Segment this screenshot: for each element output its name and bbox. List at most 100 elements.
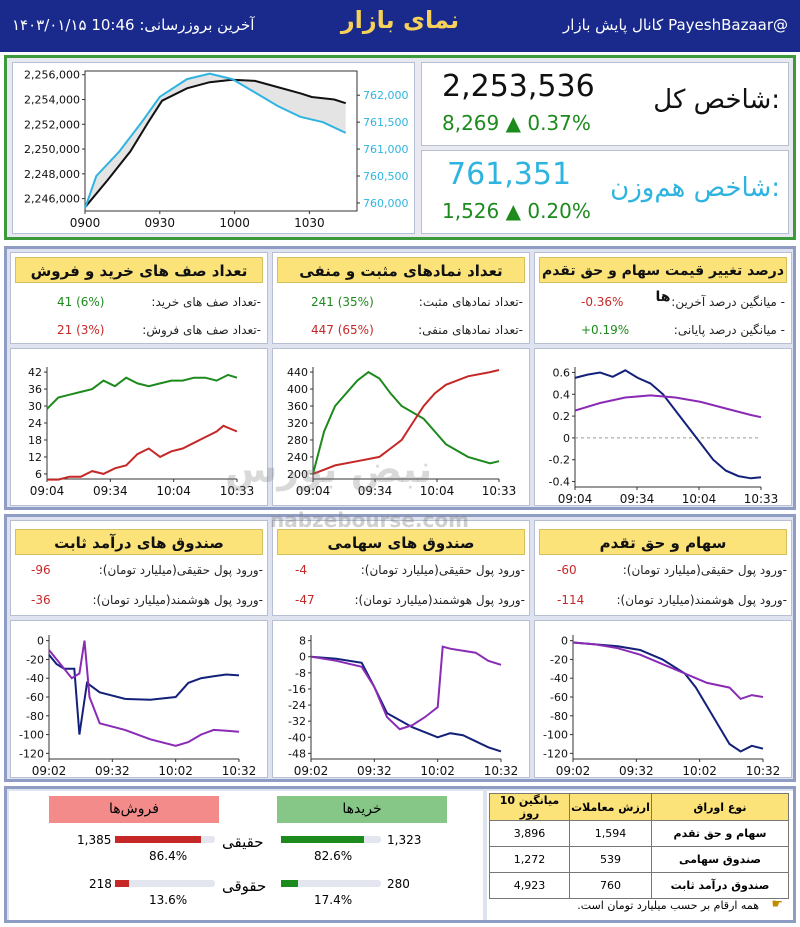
queues-chart-panel: 42 36 30 24 18 12 6 09:04 09:34 10:04 10:33 [10,348,268,506]
series-line-1 [572,641,764,701]
stocks-chart-panel: 0 -20 -40 -60 -80 -100 -120 09:02 09:32 10:02 10:3… [534,620,792,778]
queues-sell-value: 21 (3%) [57,323,105,337]
buy-legal-value: 280 [387,877,410,891]
table-row: 1,272 539 صندوق سهامی [489,846,789,873]
table-header-value: ارزش معاملات [569,793,652,821]
x-tick-label: 09:02 [294,764,329,777]
table-cell: سهام و حق تقدم [651,820,789,847]
right-tick-label: 762,000 [363,89,409,102]
symbols-chart: 440 400 360 320 280 240 200 09:04 09:34 10:04 10:3… [287,366,516,498]
symbols-pos-value: 241 (35%) [311,295,374,309]
y-tick-label: -120 [543,747,568,760]
table-cell: صندوق سهامی [651,846,789,873]
trades-table-panel: میانگین 10 روز ارزش معاملات نوع اوراق 3,… [487,791,793,920]
equity-real-value: -4 [295,563,307,577]
y-tick-label: -60 [550,691,568,704]
hand-icon: ☛ [771,897,783,912]
y-tick-label: -24 [288,699,306,712]
price-chart-panel: 0.6 0.4 0.2 0 -0.2 -0.4 09:04 09:34 10:04 10:33 [534,348,792,506]
y-tick-label: 42 [28,366,42,379]
price-title: درصد تغییر قیمت سهام و حق تقدم ها [539,257,787,305]
watermark-brand: نبض بورس [225,447,433,491]
x-tick-label: 10:02 [420,764,455,777]
y-tick-label: -120 [19,747,44,760]
sell-legal-bar [115,880,215,887]
y-tick-label: 30 [28,400,42,413]
y-tick-label: 400 [287,383,308,396]
y-tick-label: 280 [287,434,308,447]
eq-index-line [84,72,347,209]
x-tick-label: 10:02 [682,764,717,777]
left-tick-label: 2,248,000 [24,168,80,181]
y-tick-label: 0.6 [553,366,571,379]
y-tick-label: -80 [26,710,44,723]
series-line-0 [46,373,238,410]
y-tick-label: 0.2 [553,410,571,423]
y-tick-label: -32 [288,715,306,728]
sell-legal-pct: 13.6% [149,893,188,907]
stocks-chart: 0 -20 -40 -60 -80 -100 -120 09:02 09:32 10:02 10:3… [543,635,780,778]
fixed-real-label: -ورود پول حقیقی(میلیارد تومان): [98,563,263,577]
fixed-chart: 0 -20 -40 -60 -80 -100 -120 09:02 09:32 10:02 10:3… [19,635,257,778]
left-tick-label: 2,246,000 [24,193,80,206]
series-line-0 [310,655,502,753]
y-tick-label: 24 [28,417,42,430]
x-tick-label: 09:34 [93,484,128,498]
buy-legal-pct: 17.4% [314,893,353,907]
x-tick-label: 10:33 [220,484,255,498]
queues-title: تعداد صف های خرید و فروش [15,257,263,283]
x-tick-label: 09:34 [358,484,393,498]
y-tick-label: -80 [550,710,568,723]
x-tick-label: 1030 [294,216,325,230]
x-tick-label: 09:32 [619,764,654,777]
symbols-neg-value: 447 (65%) [311,323,374,337]
x-tick-label: 09:32 [357,764,392,777]
price-last-value: -0.36% [581,295,624,309]
real-label: حقیقی [222,833,264,851]
buy-real-pct: 82.6% [314,849,353,863]
y-tick-label: 36 [28,383,42,396]
sells-title: فروش‌ها [49,796,219,823]
y-tick-label: 0.4 [553,388,571,401]
x-tick-label: 09:02 [32,764,67,777]
series-line-0 [574,369,762,480]
y-tick-label: 18 [28,434,42,447]
eq-index-value: 761,351 [447,157,572,192]
watermark-url: nabzebourse.com [270,508,469,532]
x-tick-label: 10:04 [682,492,717,505]
x-tick-label: 09:32 [95,764,130,777]
buy-real-bar [281,836,381,843]
y-tick-label: 240 [287,451,308,464]
equity-title: صندوق های سهامی [277,529,525,555]
buy-legal-bar [281,880,381,887]
fixed-chart-panel: 0 -20 -40 -60 -80 -100 -120 09:02 09:32 10:02 10:3… [10,620,268,778]
symbols-chart-panel: 440 400 360 320 280 240 200 09:04 09:34 10:04 10:3… [272,348,530,506]
y-tick-label: 200 [287,468,308,481]
symbols-title: تعداد نمادهای مثبت و منفی [277,257,525,283]
table-cell: 3,896 [489,820,570,847]
x-tick-label: 10:04 [156,484,191,498]
y-tick-label: -40 [26,672,44,685]
index-chart: 2,256,000 2,254,000 2,252,000 2,250,000 2,24… [24,69,409,230]
table-cell: 4,923 [489,872,570,899]
table-row: 4,923 760 صندوق درآمد ثابت [489,872,789,899]
x-tick-label: 09:02 [556,764,591,777]
x-tick-label: 10:04 [420,484,455,498]
index-chart-panel: 2,256,000 2,254,000 2,252,000 2,250,000 2,24… [12,62,415,234]
trades-section: فروش‌ها خریدها حقیقی حقوقی 1,385 86.4% 2… [4,786,796,923]
legal-label: حقوقی [222,877,267,895]
total-index-value: 2,253,536 [442,69,595,104]
x-tick-label: 0930 [145,216,176,230]
equity-real-label: -ورود پول حقیقی(میلیارد تومان): [360,563,525,577]
table-header-type: نوع اوراق [651,793,789,821]
fixed-info-panel: صندوق های درآمد ثابت -ورود پول حقیقی(میل… [10,520,268,616]
x-tick-label: 10:32 [222,764,257,777]
y-tick-label: -40 [288,731,306,744]
stocks-real-value: -60 [557,563,577,577]
equity-chart: 8 0 -8 -16 -24 -32 -40 -48 09:02 09:32 10:02 10:32 [288,635,518,778]
series-line-1 [47,424,238,481]
buy-real-value: 1,323 [387,833,422,847]
series-line-0 [48,654,240,735]
table-cell: 1,594 [569,820,652,847]
right-tick-label: 760,000 [363,197,409,210]
